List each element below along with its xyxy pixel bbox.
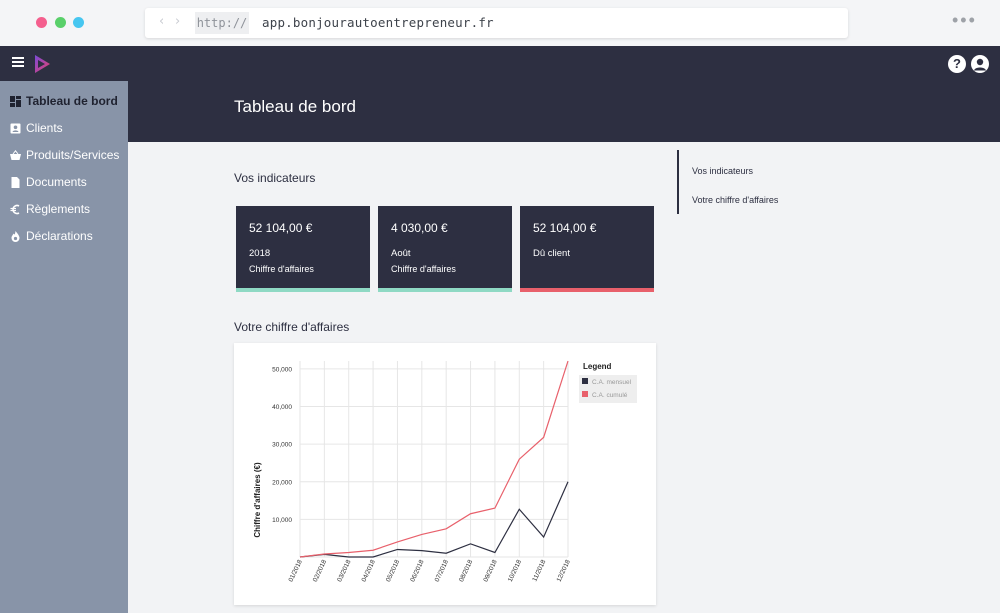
chart-legend: Legend C.A. mensuel C.A. cumulé: [579, 362, 637, 403]
basket-icon: [10, 149, 21, 161]
sidebar-item-tableau-de-bord[interactable]: Tableau de bord: [10, 91, 118, 111]
legend-label-monthly[interactable]: C.A. mensuel: [592, 379, 632, 386]
chart-grid: [299, 361, 569, 558]
forward-icon[interactable]: ›: [175, 14, 181, 29]
x-tick-label: 01/2018: [288, 559, 304, 584]
window-minimize-dot[interactable]: [73, 17, 84, 28]
address-bar[interactable]: ‹ › http:// app.bonjourautoentrepreneur.…: [145, 8, 848, 38]
euro-icon: [10, 204, 21, 215]
legend-swatch-cumul: [582, 391, 588, 397]
page-title: Tableau de bord: [234, 97, 356, 116]
kpi-label: Chiffre d'affaires: [391, 264, 456, 274]
chart-series: [299, 360, 569, 558]
kpi-card-monthly-revenue[interactable]: 4 030,00 € Août Chiffre d'affaires: [378, 206, 512, 292]
kpi-period: Août: [391, 248, 411, 259]
flame-icon: [10, 230, 21, 242]
x-tick-label: 11/2018: [531, 559, 547, 583]
x-tick-label: 02/2018: [312, 559, 328, 584]
series-line-cumul[interactable]: [299, 360, 569, 558]
x-tick-label: 06/2018: [409, 559, 425, 584]
legend-box: [579, 375, 637, 403]
y-tick-label: 10,000: [272, 517, 292, 524]
x-tick-label: 12/2018: [556, 559, 572, 584]
window-maximize-dot[interactable]: [55, 17, 66, 28]
legend-title: Legend: [583, 362, 612, 371]
sidebar-item-reglements[interactable]: Règlements: [10, 199, 90, 219]
kpi-label: Dû client: [533, 248, 570, 259]
app-logo[interactable]: [32, 54, 52, 74]
chart-y-ticks: 10,000 20,000 30,000 40,000 50,000: [272, 366, 292, 523]
sidebar-item-declarations[interactable]: Déclarations: [10, 226, 93, 246]
y-tick-label: 50,000: [272, 366, 292, 373]
sidebar-item-documents[interactable]: Documents: [10, 172, 87, 192]
dashboard-icon: [10, 95, 21, 107]
document-icon: [10, 176, 21, 188]
sidebar: Tableau de bord Clients Produits/Service…: [0, 81, 128, 613]
kpi-label: Chiffre d'affaires: [249, 264, 314, 274]
legend-swatch-monthly: [582, 378, 588, 384]
sidebar-item-clients[interactable]: Clients: [10, 118, 63, 138]
sidebar-item-label: Documents: [26, 175, 87, 189]
sidebar-item-label: Règlements: [26, 202, 91, 216]
y-tick-label: 20,000: [272, 479, 292, 486]
kpi-value: 52 104,00 €: [533, 221, 597, 235]
kpi-accent-bar: [378, 288, 512, 292]
more-icon[interactable]: •••: [952, 10, 977, 30]
sidebar-item-label: Produits/Services: [26, 148, 120, 162]
contacts-icon: [10, 123, 21, 134]
browser-chrome: ‹ › http:// app.bonjourautoentrepreneur.…: [0, 0, 1000, 46]
chart-y-axis-label: Chiffre d'affaires (€): [253, 462, 262, 538]
revenue-title: Votre chiffre d'affaires: [234, 320, 350, 334]
x-tick-label: 04/2018: [361, 559, 377, 584]
legend-label-cumul[interactable]: C.A. cumulé: [592, 392, 628, 399]
x-tick-label: 07/2018: [434, 559, 450, 584]
menu-icon[interactable]: [12, 57, 24, 69]
in-page-nav-indicators[interactable]: Vos indicateurs: [692, 166, 754, 176]
sidebar-item-produits-services[interactable]: Produits/Services: [10, 145, 119, 165]
x-tick-label: 05/2018: [385, 559, 401, 584]
back-icon[interactable]: ‹: [159, 14, 165, 29]
revenue-chart-card: 10,000 20,000 30,000 40,000 50,000 01/2018 02…: [234, 343, 656, 605]
kpi-accent-bar: [236, 288, 370, 292]
revenue-chart: 10,000 20,000 30,000 40,000 50,000 01/2018 02…: [253, 360, 637, 584]
kpi-card-due-client[interactable]: 52 104,00 € Dû client: [520, 206, 654, 292]
x-tick-label: 09/2018: [482, 559, 498, 584]
x-tick-label: 10/2018: [507, 559, 523, 584]
y-tick-label: 40,000: [272, 404, 292, 411]
chart-x-ticks: 01/2018 02/2018 03/2018 04/2018 05/2018 06/20…: [288, 559, 572, 584]
kpi-accent-bar: [520, 288, 654, 292]
sidebar-item-label: Déclarations: [26, 229, 93, 243]
window-close-dot[interactable]: [36, 17, 47, 28]
help-icon[interactable]: ?: [948, 55, 966, 73]
app-topbar: [0, 46, 1000, 81]
x-tick-label: 03/2018: [336, 559, 352, 584]
series-line-monthly[interactable]: [299, 481, 569, 558]
indicators-title: Vos indicateurs: [234, 171, 316, 185]
kpi-value: 52 104,00 €: [249, 221, 313, 235]
kpi-card-annual-revenue[interactable]: 52 104,00 € 2018 Chiffre d'affaires: [236, 206, 370, 292]
kpi-period: 2018: [249, 248, 271, 259]
url-text[interactable]: app.bonjourautoentrepreneur.fr: [262, 15, 494, 30]
x-tick-label: 08/2018: [458, 559, 474, 584]
sidebar-item-label: Clients: [26, 121, 63, 135]
kpi-value: 4 030,00 €: [391, 221, 448, 235]
y-tick-label: 30,000: [272, 442, 292, 449]
in-page-nav-revenue[interactable]: Votre chiffre d'affaires: [692, 195, 779, 205]
user-account-icon[interactable]: [971, 55, 989, 73]
sidebar-item-label: Tableau de bord: [26, 94, 118, 108]
page-header: Tableau de bord: [128, 81, 1000, 142]
url-protocol: http://: [195, 12, 249, 34]
in-page-nav-rule: [677, 150, 679, 214]
